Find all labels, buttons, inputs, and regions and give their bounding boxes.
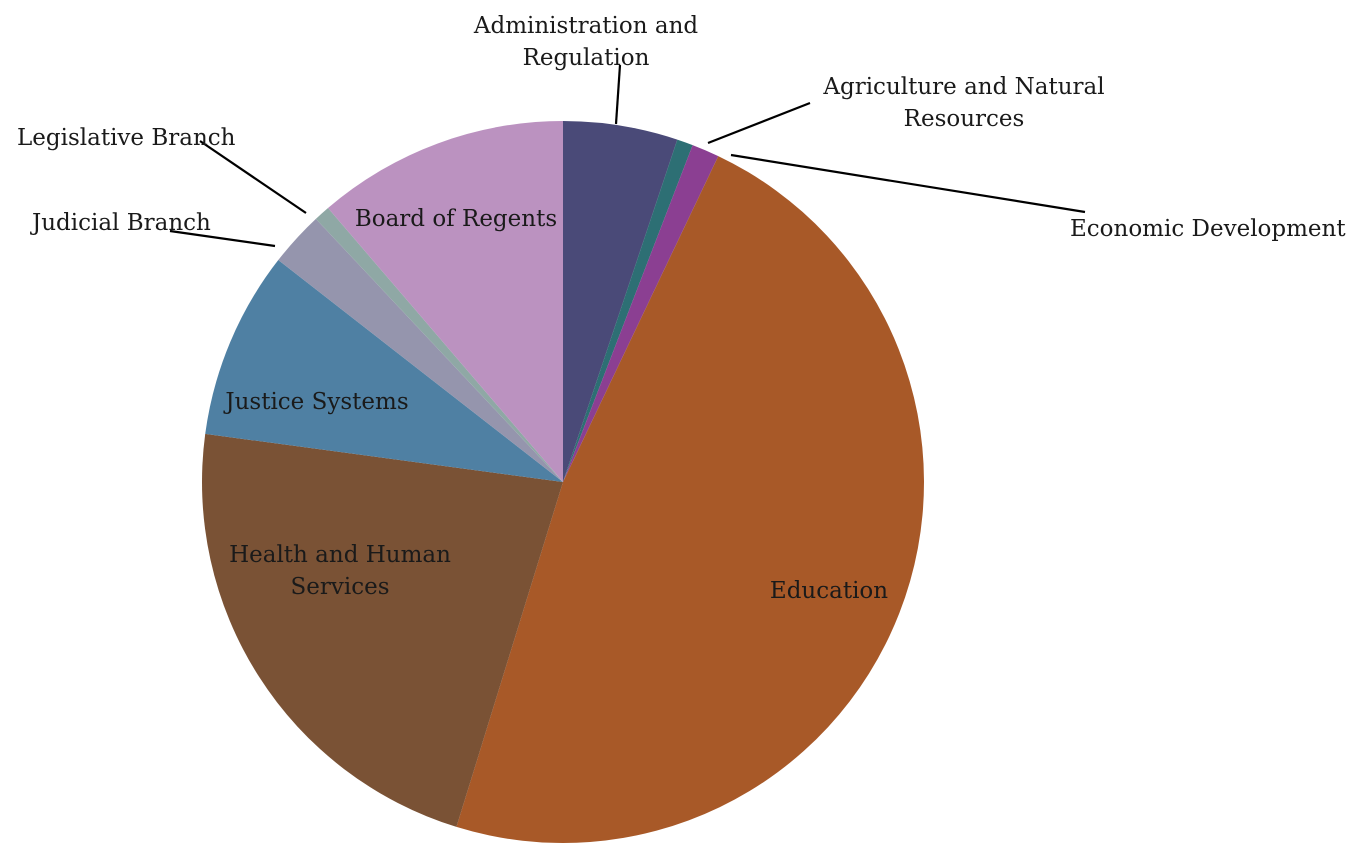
pie-slice-economic-development: [563, 145, 719, 482]
slice-label-health-and-human-services: Health and Human Services: [229, 542, 451, 600]
slice-label-agriculture-and-natural-resources: Agriculture and Natural Resources: [822, 74, 1104, 132]
pie-slice-agriculture-and-natural-resources: [563, 139, 693, 482]
pie-slice-justice-systems: [205, 260, 564, 482]
slice-label-education: Education: [770, 578, 888, 604]
slice-label-legislative-branch: Legislative Branch: [17, 125, 236, 151]
leader-line-agriculture-and-natural-resources: [707, 101, 811, 145]
slice-label-economic-development: Economic Development: [1070, 216, 1346, 242]
pie-slice-legislative-branch: [315, 207, 563, 482]
pie-slice-health-and-human-services: [202, 433, 563, 827]
pie-slice-board-of-regents: [327, 120, 563, 482]
leader-line-administration-and-regulation: [614, 64, 622, 125]
leader-line-economic-development: [730, 153, 1086, 214]
pie-slice-administration-and-regulation: [563, 121, 678, 482]
leader-line-legislative-branch: [199, 140, 307, 214]
leader-line-judicial-branch: [169, 229, 276, 248]
slice-label-justice-systems: Justice Systems: [223, 389, 408, 415]
pie-slices: [202, 120, 924, 843]
pie-slice-education: [456, 156, 924, 843]
slice-label-board-of-regents: Board of Regents: [355, 206, 557, 232]
slice-label-judicial-branch: Judicial Branch: [30, 210, 211, 236]
slice-label-administration-and-regulation: Administration and Regulation: [473, 13, 699, 71]
leader-lines: [169, 64, 1086, 248]
slice-labels: Administration and Regulation Agriculture …: [17, 13, 1346, 604]
pie-slice-judicial-branch: [278, 218, 563, 482]
